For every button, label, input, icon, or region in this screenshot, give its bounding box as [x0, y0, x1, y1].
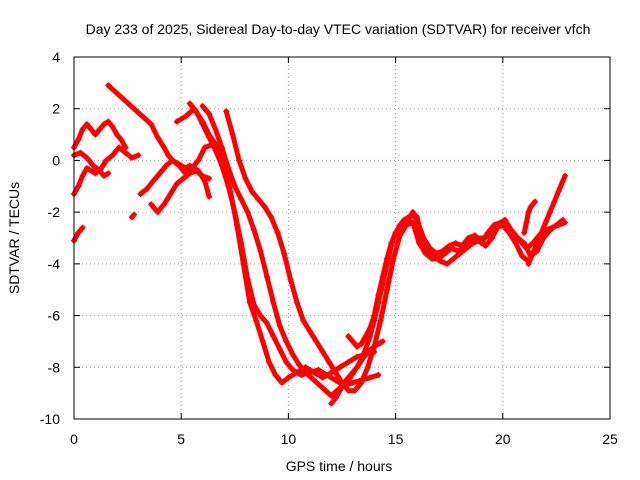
ticks: 0 5 10 15 20 25 -10 -8 -6 -4 -2 0 2 4	[40, 49, 618, 447]
series-line	[345, 212, 568, 350]
series-arc-12	[223, 108, 532, 394]
x-tick-label: 15	[388, 431, 404, 447]
series-line	[223, 108, 531, 394]
series-arc-15	[525, 172, 568, 267]
series-arc-4	[71, 224, 86, 244]
data-point-markers	[525, 172, 568, 267]
series-group	[71, 82, 568, 407]
series-arc-5	[128, 211, 137, 221]
y-tick-label: -10	[40, 411, 60, 427]
series-arc-7	[137, 141, 215, 197]
chart-title: Day 233 of 2025, Sidereal Day-to-day VTE…	[86, 21, 591, 37]
x-tick-label: 5	[177, 431, 185, 447]
x-tick-label: 25	[602, 431, 618, 447]
y-tick-label: -8	[48, 359, 61, 375]
x-axis-label: GPS time / hours	[286, 458, 393, 474]
data-point-markers	[128, 211, 137, 221]
y-tick-label: 4	[52, 49, 60, 65]
data-point-markers	[148, 167, 213, 216]
grid	[74, 57, 610, 419]
data-point-markers	[223, 108, 532, 394]
series-line	[148, 168, 212, 215]
series-line	[526, 173, 568, 267]
y-tick-label: 0	[52, 152, 60, 168]
series-arc-1	[71, 165, 112, 197]
series-arc-8	[148, 167, 213, 216]
data-point-markers	[521, 198, 538, 236]
y-tick-label: -4	[48, 256, 61, 272]
data-point-markers	[137, 141, 215, 197]
x-tick-label: 20	[495, 431, 511, 447]
data-point-markers	[71, 224, 86, 244]
plot-frame	[73, 56, 611, 420]
y-axis-label: SDTVAR / TECUs	[6, 182, 22, 294]
x-tick-label: 0	[70, 431, 78, 447]
y-tick-label: -6	[48, 308, 61, 324]
series-line	[138, 142, 214, 197]
x-tick-label: 10	[281, 431, 297, 447]
y-tick-label: 2	[52, 101, 60, 117]
series-arc-3	[71, 144, 142, 174]
series-arc-16	[521, 198, 538, 236]
y-tick-label: -2	[48, 204, 61, 220]
